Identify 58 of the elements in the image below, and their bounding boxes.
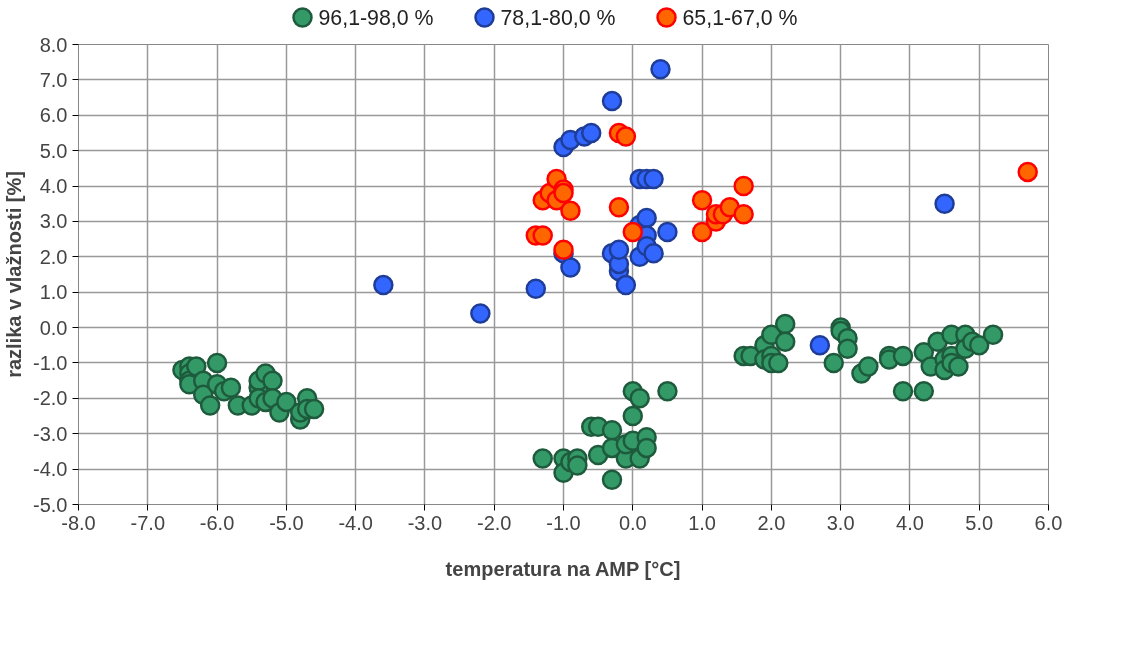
point: [657, 221, 678, 243]
point: [608, 239, 630, 260]
x-tick-label: -7.0: [130, 511, 166, 534]
y-tick-label: 2.0: [39, 245, 68, 268]
x-tick-label: -6.0: [199, 511, 235, 534]
y-tick-label: 4.0: [39, 175, 68, 198]
x-tick-label: 2.0: [757, 511, 786, 534]
y-tick-label: 3.0: [39, 210, 68, 233]
y-tick-label: 0.0: [39, 316, 68, 339]
point: [553, 239, 574, 260]
y-tick-label: 1.0: [39, 281, 68, 304]
y-tick-label: -1.0: [33, 351, 68, 374]
point: [580, 122, 602, 144]
y-tick-label: 8.0: [39, 33, 68, 56]
point: [622, 221, 644, 243]
point: [470, 303, 491, 324]
x-tick-label: -2.0: [476, 511, 512, 534]
point: [733, 204, 754, 225]
point: [934, 193, 955, 214]
x-tick-label: -3.0: [407, 511, 443, 534]
point: [691, 221, 713, 243]
x-tick-label: -4.0: [338, 511, 373, 534]
point: [560, 200, 581, 222]
x-tick-label: -5.0: [269, 511, 304, 534]
x-tick-label: 6.0: [1034, 511, 1063, 534]
point: [525, 278, 547, 299]
x-tick-label: 4.0: [896, 511, 924, 534]
x-tick-label: 1.0: [688, 511, 716, 534]
x-tick-label: 3.0: [826, 511, 855, 534]
point: [615, 126, 637, 147]
point: [636, 207, 657, 229]
point: [691, 189, 713, 211]
y-tick-label: 6.0: [39, 104, 68, 127]
y-tick-label: -2.0: [33, 387, 68, 410]
point: [733, 175, 754, 197]
y-tick-label: 5.0: [39, 139, 68, 162]
point: [643, 243, 664, 264]
x-axis-title: temperatura na AMP [°C]: [445, 557, 681, 580]
point: [601, 90, 623, 112]
y-axis-title: razlika v vlažnosti [%]: [3, 171, 26, 378]
x-tick-label: -1.0: [546, 511, 581, 534]
point: [560, 257, 581, 278]
point: [650, 59, 671, 80]
point: [615, 274, 637, 296]
point: [1017, 161, 1038, 183]
y-tick-label: -4.0: [33, 458, 68, 481]
legend-label: 96,1-98,0 %: [318, 5, 434, 30]
x-tick-label: 0.0: [618, 511, 647, 534]
point: [373, 274, 394, 296]
point: [643, 168, 664, 190]
point: [608, 197, 630, 218]
legend-label: 65,1-67,0 %: [682, 5, 798, 30]
legend-label: 78,1-80,0 %: [500, 5, 616, 30]
y-tick-label: -3.0: [33, 422, 68, 445]
point: [809, 335, 831, 356]
x-tick-label: 5.0: [965, 511, 994, 534]
y-tick-label: 7.0: [39, 68, 68, 91]
point: [532, 225, 553, 246]
